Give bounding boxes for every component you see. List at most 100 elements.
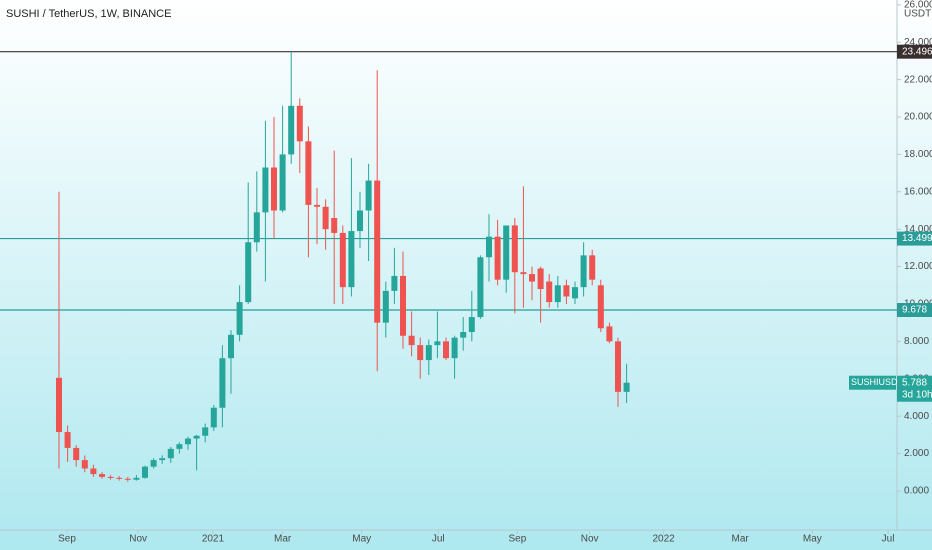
candle-body [313, 204, 321, 207]
y-tick-label: 14.000 [904, 224, 932, 235]
x-tick-label: Jul [882, 534, 895, 545]
candle-body [253, 212, 260, 243]
candle-body [133, 477, 140, 480]
candle-body [150, 460, 157, 467]
x-tick-label: Jul [432, 534, 445, 545]
candle-body [477, 257, 484, 318]
candle-body [589, 255, 596, 280]
price-tag-label: 23.496 [902, 46, 932, 57]
candle-body [374, 180, 381, 323]
candle-body [262, 167, 269, 213]
candle-body [348, 231, 355, 288]
candle-body [528, 274, 536, 282]
candle-body [107, 476, 114, 478]
y-tick-label: 22.000 [904, 74, 932, 85]
candle-body [417, 345, 424, 361]
candle-body [460, 332, 467, 338]
candle-body [202, 427, 209, 436]
candle-body [279, 154, 286, 211]
candle-body [494, 236, 501, 280]
candle-body [520, 272, 527, 275]
candle-body [606, 326, 613, 342]
candle-body [124, 478, 131, 480]
y-tick-label: 24.000 [904, 37, 932, 48]
candle-body [503, 225, 510, 280]
y-tick-label: 16.000 [904, 186, 932, 197]
last-price-tag [897, 375, 932, 402]
price-tag-label: 13.499 [902, 233, 932, 244]
x-tick-label: 2022 [652, 534, 675, 545]
candle-body [434, 341, 441, 346]
candle-body [511, 225, 518, 273]
candle-body [468, 317, 475, 333]
candle-body [322, 206, 329, 230]
candle-body [219, 358, 226, 408]
y-tick-label: 20.000 [904, 112, 932, 123]
candle-body [167, 448, 174, 459]
x-tick-label: Nov [129, 534, 147, 545]
candle-body [176, 444, 183, 449]
candle-body [597, 285, 604, 329]
x-tick-label: Nov [581, 534, 599, 545]
y-tick-label: 26.000 [904, 0, 932, 11]
candle-body [227, 334, 235, 359]
candle-body [305, 141, 312, 205]
candle-body [408, 335, 415, 346]
candle-body [159, 458, 166, 461]
price-tag-label: 9.678 [902, 305, 927, 316]
candle-body [391, 275, 398, 291]
candle-body [623, 382, 630, 392]
candle-body [296, 105, 303, 142]
candle-body [64, 432, 71, 448]
candle-body [485, 236, 493, 258]
y-tick-label: 18.000 [904, 149, 932, 160]
candle-body [537, 268, 544, 290]
candle-body [442, 341, 450, 359]
candle-body [288, 105, 295, 155]
x-tick-label: Sep [508, 534, 526, 545]
candle-body [563, 285, 570, 297]
candle-body [116, 477, 123, 479]
candle-body [365, 180, 372, 211]
y-tick-label: 12.000 [904, 261, 932, 272]
candle-body [184, 438, 192, 445]
symbol-tag-label: SUSHIUSDT [851, 377, 904, 387]
plot-area [0, 51, 897, 482]
x-tick-label: Sep [58, 534, 76, 545]
candle-body [141, 466, 149, 478]
candle-body [210, 407, 217, 428]
y-tick-label: 4.000 [904, 411, 929, 422]
x-tick-label: Mar [274, 534, 292, 545]
chart-title: SUSHI / TetherUS, 1W, BINANCE [6, 8, 171, 20]
currency-label: USDT [904, 9, 931, 20]
x-tick-label: May [803, 534, 822, 545]
x-tick-label: Mar [732, 534, 750, 545]
candle-body [546, 281, 553, 303]
x-tick-label: 2021 [202, 534, 225, 545]
candle-body [245, 242, 252, 303]
y-tick-label: 0.000 [904, 486, 929, 497]
candle-body [90, 468, 97, 475]
candle-body [571, 287, 579, 299]
candle-body [193, 435, 200, 439]
candle-body [554, 285, 561, 303]
price-tag [897, 44, 932, 59]
candle-body [399, 275, 407, 336]
countdown-label: 3d 10h [902, 389, 932, 400]
y-tick-label: 8.000 [904, 336, 929, 347]
candle-body [236, 302, 243, 335]
price-tag [897, 302, 932, 317]
candle-body [331, 217, 338, 233]
candle-body [614, 341, 622, 392]
candle-body [81, 460, 88, 469]
candle-body [382, 290, 389, 323]
last-price-label: 5.788 [902, 377, 927, 388]
candle-body [580, 255, 587, 288]
x-tick-label: May [352, 534, 371, 545]
y-tick-label: 2.000 [904, 448, 929, 459]
candle-body [55, 377, 63, 433]
candle-body [270, 167, 278, 211]
candle-body [451, 337, 458, 359]
